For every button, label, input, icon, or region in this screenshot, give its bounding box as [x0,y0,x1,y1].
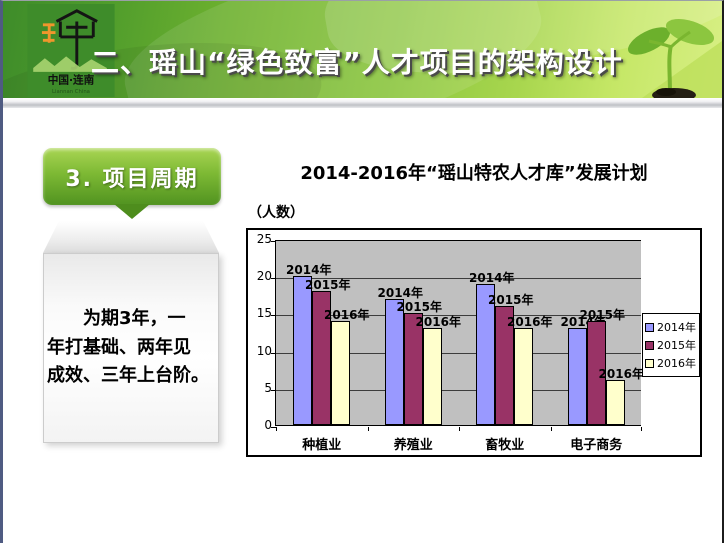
chart-frame: 2014年 2014年 2014年 2014年 2015年 2015年 2015年 2015年… [246,228,702,457]
y-axis-tick [271,278,276,280]
banner-divider [3,98,722,108]
bar-2016年-电子商务 [605,380,625,425]
legend: 2014年 2015年 2016年 [642,313,700,377]
y-tick-label: 15 [256,306,272,321]
bar-data-label: 2015年 [396,300,442,315]
legend-item: 2015年 [645,337,697,353]
bar-data-label: 2015年 [579,307,625,322]
seedling-icon [628,18,722,98]
category-label: 电子商务 [570,438,623,453]
bar-2015年-养殖业 [403,313,423,425]
legend-label: 2014年 [657,321,696,334]
logo-text-cn: 中国·连南 [48,73,95,86]
bar-data-label: 2014年 [377,285,423,300]
section-label: 3. 项目周期 [43,148,221,205]
bar-2016年-畜牧业 [514,328,534,425]
x-axis-tick [459,427,460,431]
content-box: 为期3年，一 年打基础、两年见 成效、三年上台阶。 [43,253,219,443]
y-axis-tick [271,315,276,317]
plot-area: 2014年 2014年 2014年 2014年 2015年 2015年 2015年 2015年… [271,240,644,453]
y-axis-tick [271,427,276,428]
bar-data-label: 2016年 [507,315,553,330]
legend-label: 2016年 [657,357,696,370]
legend-item: 2014年 [645,319,697,335]
bar-data-label: 2014年 [469,270,515,285]
category-label: 畜牧业 [485,438,525,453]
bar-2016年-养殖业 [422,328,442,425]
bar-2015年-种植业 [312,291,332,425]
bar-data-label: 2015年 [305,278,351,293]
bar-2014年-种植业 [293,276,313,425]
bar-2014年-电子商务 [567,328,587,425]
bar-2014年-养殖业 [384,298,404,425]
legend-swatch [645,358,654,368]
content-box-lid [43,221,219,253]
y-axis-tick [271,241,276,242]
bar-2015年-畜牧业 [495,305,515,425]
slide-title: 二、瑶山“绿色致富”人才项目的架构设计 [91,46,623,79]
x-axis-tick [641,427,642,431]
y-axis-tick [271,389,276,391]
bar-2014年-畜牧业 [476,283,496,425]
body-text: 为期3年，一 年打基础、两年见 成效、三年上台阶。 [47,307,209,387]
section-label-tail [114,204,150,219]
logo: 中国·连南 Liannan China [27,4,115,97]
legend-swatch [645,340,654,350]
category-label: 种植业 [302,438,342,453]
gridline [276,278,641,280]
y-tick-label: 20 [256,269,272,284]
x-axis-tick [367,427,369,431]
logo-text-en: Liannan China [52,89,90,95]
axis-unit-label: （人数） [248,205,304,221]
header-banner: 中国·连南 Liannan China 二、瑶山“绿色致富”人才项目的架构设计 [3,1,722,98]
y-tick-label: 25 [256,232,272,246]
gridline [276,389,641,391]
logo-glyph-orange [41,23,56,43]
y-tick-label: 0 [264,418,272,432]
logo-mountains [33,56,107,72]
x-axis-tick [276,427,277,431]
bar-2016年-种植业 [331,320,351,425]
legend-label: 2015年 [657,339,696,352]
bar-data-label: 2016年 [415,315,461,330]
category-label: 养殖业 [393,438,433,453]
x-axis-tick [550,427,552,431]
legend-item: 2016年 [645,355,697,371]
y-tick-label: 5 [264,380,272,395]
chart-title: 2014-2016年“瑶山特农人才库”发展计划 [300,163,648,184]
bar-data-label: 2016年 [324,307,370,322]
legend-swatch [645,322,654,332]
bar-data-label: 2016年 [598,367,644,382]
bar-data-label: 2014年 [286,263,332,278]
bar-2015年-电子商务 [586,320,606,425]
bar-data-label: 2015年 [488,292,534,307]
gridline [276,315,641,317]
gridline [276,352,641,354]
y-tick-label: 10 [256,343,272,358]
y-axis-tick [271,352,276,354]
